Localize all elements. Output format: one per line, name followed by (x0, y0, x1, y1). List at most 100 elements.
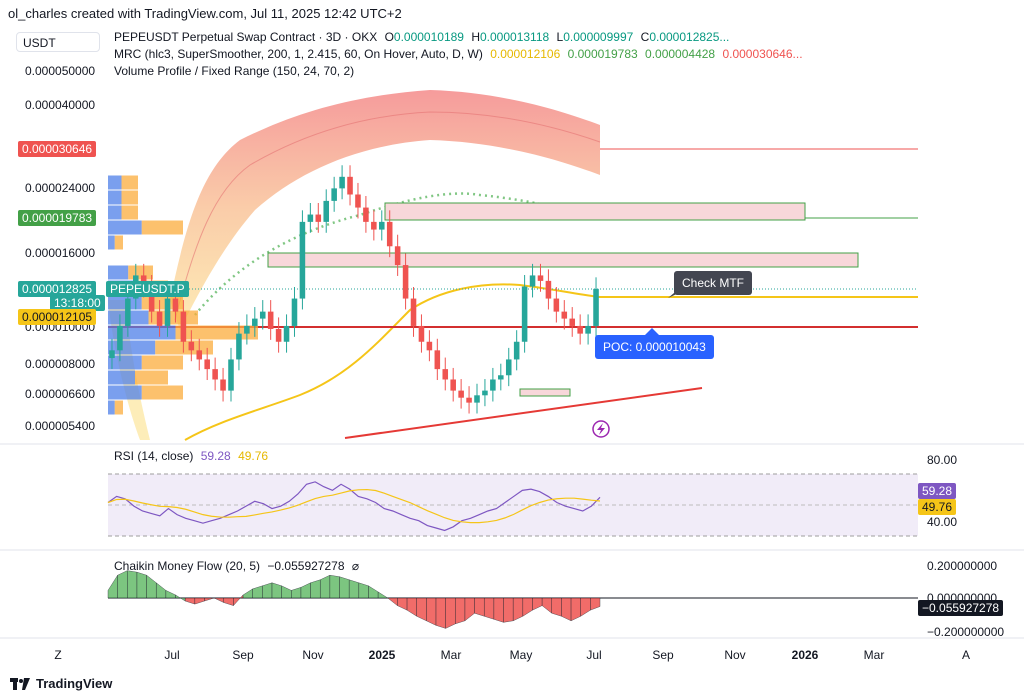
cmf-area-negative (522, 597, 533, 617)
candle-body (529, 275, 536, 287)
zone-upper (384, 202, 806, 221)
candle-body (172, 298, 179, 312)
auto-scale-icon[interactable]: A (961, 648, 971, 662)
cmf-area-negative (493, 597, 504, 623)
candle-body (450, 379, 456, 391)
cmf-area-positive (127, 570, 138, 599)
x-label-2025: 2025 (368, 648, 396, 662)
candle-body (307, 214, 314, 222)
volume-profile-bar-down (114, 235, 123, 250)
currency-label[interactable]: USDT (16, 32, 100, 52)
candle-body (498, 375, 504, 380)
support-trendline (344, 387, 703, 439)
candle-body (482, 390, 488, 396)
x-label-nov-24: Nov (302, 648, 324, 662)
rsi-label[interactable]: RSI (14, close) (114, 449, 194, 463)
cmf-area (107, 570, 601, 629)
candle-body (505, 359, 512, 376)
candle-body (426, 341, 433, 351)
candle-body (331, 188, 337, 201)
volume-profile-bar-up (108, 190, 122, 205)
x-label-may-25: May (509, 648, 533, 662)
pair-tag: PEPEUSDT.P (106, 281, 189, 297)
cmf-area-negative (561, 597, 572, 622)
cmf-area-positive (165, 590, 176, 599)
rsi-level-80: 80.00 (927, 453, 958, 467)
cmf-null-icon: ⌀ (351, 559, 360, 573)
symbol-name[interactable]: PEPEUSDT Perpetual Swap Contract · 3D · … (114, 30, 378, 44)
cmf-area-positive (310, 579, 321, 599)
mrc-value-upper-inner: 0.000019783 (567, 47, 638, 61)
x-label-mar-26: Mar (863, 648, 885, 662)
cmf-area-negative (590, 597, 601, 611)
y-label-16: 0.000016000 (25, 246, 96, 260)
volume-profile-bar-down (155, 340, 213, 355)
mrc-value-lower: 0.000004428 (645, 47, 716, 61)
ohlc-c: C0.000012825... (640, 30, 730, 44)
tag-countdown: 13:18:00 (50, 295, 105, 311)
attribution: ol_charles created with TradingView.com,… (8, 6, 402, 21)
legend-vp-row[interactable]: Volume Profile / Fixed Range (150, 24, 7… (114, 64, 355, 78)
y-label-50: 0.000050000 (25, 64, 96, 78)
candle-body (252, 318, 258, 326)
candle-body (259, 311, 266, 319)
cmf-area-negative (455, 597, 466, 625)
volume-profile-bar-up (108, 325, 176, 340)
candle-body (323, 200, 330, 222)
mrc-upper-line (174, 111, 601, 321)
volume-profile-bar-down (141, 385, 183, 400)
candle-body (545, 280, 552, 299)
volume-profile-bar-down (114, 400, 123, 415)
cmf-area-negative (223, 597, 234, 606)
candle-body (180, 311, 187, 342)
cmf-area-positive (329, 574, 340, 599)
candle-body (585, 325, 591, 334)
candle-body (275, 328, 282, 342)
price-candles (109, 165, 599, 414)
candle-body (355, 194, 361, 208)
volume-profile-bar-up (108, 355, 142, 370)
candle-body (458, 390, 464, 398)
x-label-sep-24: Sep (232, 648, 254, 662)
candle-body (156, 311, 163, 326)
candle-body (466, 397, 472, 403)
cmf-area-negative (214, 597, 224, 603)
poc-callout[interactable]: POC: 0.000010043 (595, 335, 714, 359)
ohlc-l: L0.000009997 (556, 30, 634, 44)
zoom-reset-icon[interactable]: Z (54, 648, 62, 662)
volume-profile-bar-down (128, 265, 153, 280)
candle-body (267, 311, 274, 329)
volume-profile-bar-up (108, 175, 122, 190)
y-label-40: 0.000040000 (25, 98, 96, 112)
legend-mrc-row: MRC (hlc3, SuperSmoother, 200, 1, 2.415,… (114, 47, 807, 61)
cmf-area-positive (271, 582, 282, 599)
volume-profile-bar-up (108, 235, 115, 250)
candle-body (204, 359, 210, 370)
check-mtf-callout[interactable]: Check MTF (674, 271, 753, 295)
candle-body (188, 341, 195, 351)
volume-profile-bar-up (108, 205, 122, 220)
cmf-area-negative (435, 597, 446, 629)
candle-body (577, 325, 583, 334)
cmf-area-negative (503, 597, 514, 623)
candle-body (299, 221, 306, 299)
volume-profile-bar-down (121, 190, 138, 205)
cmf-area-negative (416, 597, 427, 622)
candle-body (148, 286, 155, 312)
cmf-label[interactable]: Chaikin Money Flow (20, 5) (114, 559, 261, 573)
candle-body (569, 318, 576, 326)
candle-body (402, 265, 409, 299)
candle-body (537, 275, 544, 281)
cmf-area-negative (541, 597, 552, 614)
mrc-value-mean: 0.000012106 (490, 47, 561, 61)
y-label-66: 0.000006600 (25, 387, 96, 401)
cmf-area-negative (204, 597, 215, 602)
tag-mrc-inner: 0.000019783 (18, 210, 97, 226)
tag-mrc-upper: 0.000030646 (18, 141, 97, 157)
cmf-area-positive (252, 585, 263, 599)
footer-text: TradingView (36, 676, 113, 691)
candle-body (410, 298, 417, 326)
cmf-area-positive (262, 582, 273, 599)
mrc-label[interactable]: MRC (hlc3, SuperSmoother, 200, 1, 2.415,… (114, 47, 483, 61)
